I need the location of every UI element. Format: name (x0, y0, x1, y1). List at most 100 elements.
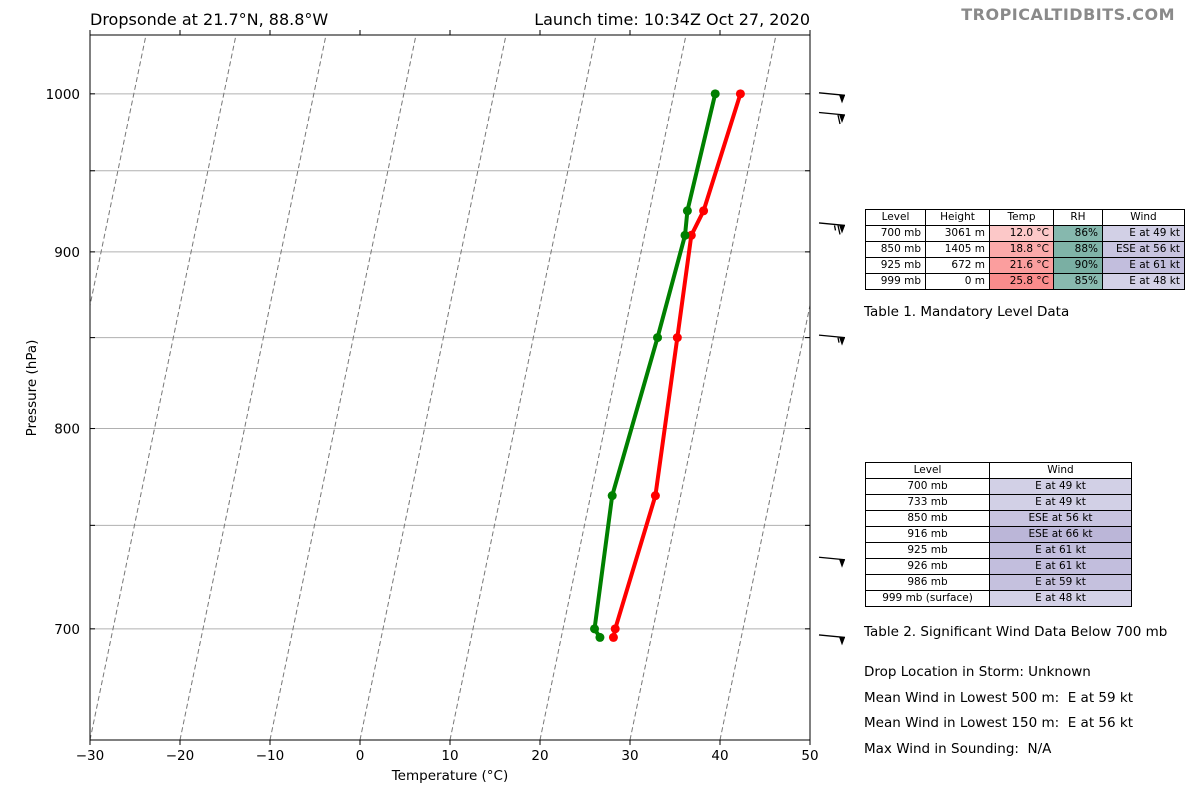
temperature-point (672, 333, 682, 343)
wind-cell: E at 48 kt (989, 590, 1132, 607)
temperature-point (735, 89, 745, 99)
level-cell: 700 mb (865, 225, 926, 242)
x-tick-label: 20 (531, 748, 548, 764)
barb-pennant (839, 559, 845, 568)
temperature-line (611, 93, 743, 638)
barb-pennant (839, 114, 845, 123)
level-cell: 733 mb (865, 494, 990, 511)
table-row: 999 mb (surface) E at 48 kt (865, 590, 1132, 607)
table-row: 850 mb 1405 m 18.8 °C 88% ESE at 56 kt (865, 241, 1185, 258)
table-header-cell: Temp (989, 209, 1054, 226)
rh-cell: 88% (1053, 241, 1103, 258)
temp-cell: 18.8 °C (989, 241, 1054, 258)
table-header-row: Level Wind (865, 462, 1132, 479)
x-tick-label: 10 (441, 748, 458, 764)
height-cell: 3061 m (925, 225, 990, 242)
wind-cell: ESE at 56 kt (1102, 241, 1185, 258)
dewpoint-point (680, 230, 690, 240)
level-cell: 986 mb (865, 574, 990, 591)
isotherm (90, 35, 237, 740)
y-tick-label: 700 (54, 622, 80, 638)
rh-cell: 85% (1053, 273, 1103, 290)
temperature-point (610, 624, 620, 634)
isotherm (359, 35, 507, 740)
table-header-row: Level Height Temp RH Wind (865, 209, 1185, 226)
temp-cell: 21.6 °C (989, 257, 1054, 274)
table-row: 925 mb 672 m 21.6 °C 90% E at 61 kt (865, 257, 1185, 274)
level-cell: 700 mb (865, 478, 990, 495)
dewpoint-point (653, 333, 663, 343)
wind-barb (818, 111, 846, 125)
wind-barb (818, 222, 846, 235)
x-tick-label: 0 (356, 748, 365, 764)
barb-half (837, 337, 840, 343)
temp-cell: 12.0 °C (989, 225, 1054, 242)
table2-caption: Table 2. Significant Wind Data Below 700… (864, 624, 1168, 640)
table-row: 850 mb ESE at 56 kt (865, 510, 1132, 527)
barb-full (837, 225, 841, 235)
temperature-point (608, 632, 618, 642)
x-tick-label: 50 (801, 748, 818, 764)
barb-pennant (839, 224, 845, 234)
level-cell: 925 mb (865, 542, 990, 559)
dewpoint-point (607, 491, 617, 501)
wind-cell: E at 48 kt (1102, 273, 1185, 290)
wind-barb (818, 634, 846, 646)
y-tick-label: 800 (54, 422, 80, 438)
x-tick-label: 40 (711, 748, 728, 764)
rh-cell: 86% (1053, 225, 1103, 242)
x-tick-label: −20 (166, 748, 195, 764)
axes: −30 −20 −10 0 10 20 30 40 50 700 800 900 1000 (46, 30, 819, 764)
mandatory-level-table: Level Height Temp RH Wind 700 mb 3061 m 12.0 °… (865, 209, 1185, 290)
height-cell: 0 m (925, 273, 990, 290)
rh-cell: 90% (1053, 257, 1103, 274)
temperature-point (650, 491, 660, 501)
wind-barbs (818, 92, 846, 646)
temp-cell: 25.8 °C (989, 273, 1054, 290)
dewpoint-line (592, 93, 718, 639)
table-header-cell: Wind (1102, 209, 1185, 226)
chart-title: Dropsonde at 21.7°N, 88.8°W (90, 10, 329, 29)
table-row: 986 mb E at 59 kt (865, 574, 1132, 591)
profiles (590, 89, 745, 642)
table-row: 916 mb ESE at 66 kt (865, 526, 1132, 543)
table-header-cell: Level (865, 462, 990, 479)
level-cell: 999 mb (surface) (865, 590, 990, 607)
level-cell: 926 mb (865, 558, 990, 575)
grid (90, 93, 810, 630)
wind-cell: ESE at 66 kt (989, 526, 1132, 543)
temperature-point (686, 230, 696, 240)
wind-cell: E at 61 kt (989, 542, 1132, 559)
wind-barb (818, 334, 846, 346)
level-cell: 999 mb (865, 273, 926, 290)
wind-cell: E at 49 kt (1102, 225, 1185, 242)
wind-cell: E at 49 kt (989, 478, 1132, 495)
y-tick-label: 900 (54, 245, 80, 261)
wind-cell: E at 59 kt (989, 574, 1132, 591)
table-row: 700 mb 3061 m 12.0 °C 86% E at 49 kt (865, 225, 1185, 242)
height-cell: 1405 m (925, 241, 990, 258)
table-header-cell: Height (925, 209, 990, 226)
temperature-point (699, 206, 709, 216)
x-tick-label: 30 (621, 748, 638, 764)
wind-cell: ESE at 56 kt (989, 510, 1132, 527)
x-tick-label: −30 (76, 748, 105, 764)
watermark-logo: TROPICALTIDBITS.COM (961, 5, 1175, 24)
table-header-cell: Wind (989, 462, 1132, 479)
table1-caption: Table 1. Mandatory Level Data (864, 304, 1070, 320)
barb-half (833, 225, 837, 231)
y-tick-label: 1000 (46, 87, 80, 103)
isotherm (179, 35, 327, 740)
significant-wind-table: Level Wind 700 mb E at 49 kt 733 mb E at 49 … (865, 462, 1132, 607)
table-row: 999 mb 0 m 25.8 °C 85% E at 48 kt (865, 273, 1185, 290)
stat-mean-wind-150m: Mean Wind in Lowest 150 m: E at 56 kt (864, 715, 1133, 731)
stat-max-wind: Max Wind in Sounding: N/A (864, 740, 1052, 757)
table-row: 733 mb E at 49 kt (865, 494, 1132, 511)
barb-pennant (839, 94, 845, 104)
table-row: 925 mb E at 61 kt (865, 542, 1132, 559)
launch-time: Launch time: 10:34Z Oct 27, 2020 (534, 10, 810, 29)
wind-barb (818, 556, 846, 568)
isotherm (449, 35, 597, 740)
barb-pennant (839, 636, 845, 646)
